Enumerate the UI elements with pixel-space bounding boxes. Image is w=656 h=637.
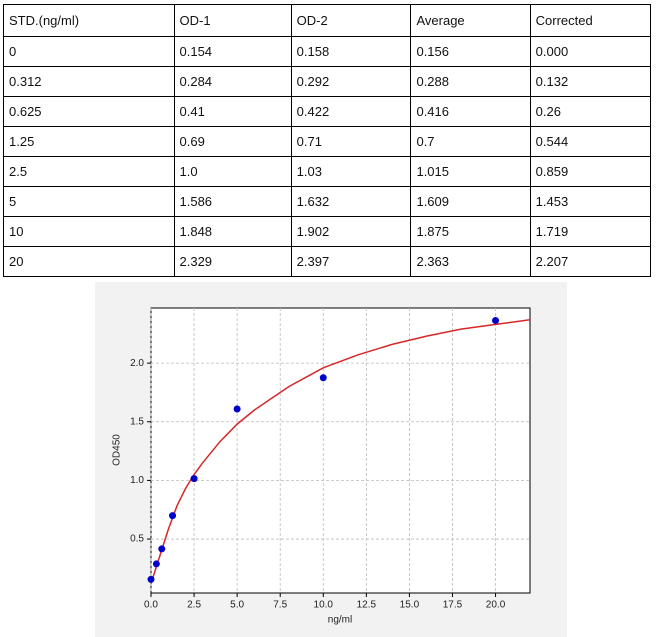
x-tick-label: 5.0 — [230, 600, 244, 611]
table-row: 0 0.154 0.158 0.156 0.000 — [3, 36, 652, 67]
table-cell: 0.158 — [290, 36, 412, 67]
table-cell: Corrected — [529, 4, 652, 37]
table-row: 0.312 0.284 0.292 0.288 0.132 — [3, 66, 652, 97]
table-cell: 5 — [3, 186, 175, 217]
data-point — [233, 405, 241, 413]
table-cell: 0.288 — [410, 66, 531, 97]
table-row: 5 1.586 1.632 1.609 1.453 — [3, 186, 652, 217]
table-row: 20 2.329 2.397 2.363 2.207 — [3, 246, 652, 277]
table-cell: Average — [410, 4, 531, 37]
table-cell: 1.453 — [529, 186, 652, 217]
data-point — [147, 575, 155, 583]
table-cell: 0.156 — [410, 36, 531, 67]
y-axis-label: OD450 — [112, 434, 123, 466]
x-tick-label: 7.5 — [273, 600, 287, 611]
table-cell: 0.312 — [3, 66, 175, 97]
chart: ng/ml OD450 0.0 2.5 5.0 7.5 10.0 12.5 15.0 17.5… — [95, 282, 567, 637]
table-cell: 1.848 — [173, 216, 292, 247]
table-cell: 0.154 — [173, 36, 292, 67]
x-tick-label: 15.0 — [400, 600, 420, 611]
table-cell: 0 — [3, 36, 175, 67]
plot-area — [150, 307, 531, 594]
table-cell: 1.875 — [410, 216, 531, 247]
table-cell: 0.000 — [529, 36, 652, 67]
table-cell: 1.609 — [410, 186, 531, 217]
table-cell: 0.284 — [173, 66, 292, 97]
table-cell: 0.625 — [3, 96, 175, 127]
table-cell: 0.859 — [529, 156, 652, 187]
table-cell: 2.5 — [3, 156, 175, 187]
table-cell: 1.015 — [410, 156, 531, 187]
data-point — [190, 475, 198, 483]
data-point — [319, 374, 327, 382]
table-cell: 0.292 — [290, 66, 412, 97]
table-row: 2.5 1.0 1.03 1.015 0.859 — [3, 156, 652, 187]
y-tick-label: 1.0 — [130, 475, 144, 486]
fit-curve — [150, 318, 531, 584]
x-axis-label: ng/ml — [328, 615, 352, 626]
table-cell: 1.586 — [173, 186, 292, 217]
table-cell: 1.25 — [3, 126, 175, 157]
table-cell: 0.544 — [529, 126, 652, 157]
table-cell: STD.(ng/ml) — [3, 4, 175, 37]
data-point — [169, 512, 177, 520]
table-cell: 2.207 — [529, 246, 652, 277]
table-cell: 1.03 — [290, 156, 412, 187]
table-cell: 0.71 — [290, 126, 412, 157]
table-cell: 0.132 — [529, 66, 652, 97]
table-cell: 10 — [3, 216, 175, 247]
table-cell: OD-2 — [290, 4, 412, 37]
table-cell: 0.26 — [529, 96, 652, 127]
x-tick-label: 0.0 — [144, 600, 158, 611]
data-point — [152, 560, 160, 568]
table-cell: 20 — [3, 246, 175, 277]
table-cell: 0.41 — [173, 96, 292, 127]
y-tick-label: 0.5 — [130, 534, 144, 545]
table-cell: 0.422 — [290, 96, 412, 127]
table-cell: 1.902 — [290, 216, 412, 247]
x-tick-label: 10.0 — [314, 600, 334, 611]
x-tick-label: 2.5 — [187, 600, 201, 611]
data-point — [492, 317, 500, 325]
table-cell: 1.719 — [529, 216, 652, 247]
table-row: 1.25 0.69 0.71 0.7 0.544 — [3, 126, 652, 157]
table-cell: 2.363 — [410, 246, 531, 277]
table-cell: 1.632 — [290, 186, 412, 217]
table-cell: 0.69 — [173, 126, 292, 157]
table-cell: 1.0 — [173, 156, 292, 187]
table-cell: 2.329 — [173, 246, 292, 277]
header-row: STD.(ng/ml) OD-1 OD-2 Average Corrected — [3, 4, 652, 37]
table-cell: 2.397 — [290, 246, 412, 277]
y-tick-label: 1.5 — [130, 416, 144, 427]
table-row: 10 1.848 1.902 1.875 1.719 — [3, 216, 652, 247]
table-cell: OD-1 — [173, 4, 292, 37]
y-tick-label: 2.0 — [130, 358, 144, 369]
data-point — [158, 545, 166, 553]
data-table: STD.(ng/ml) OD-1 OD-2 Average Corrected 0 0.15… — [3, 4, 652, 277]
table-row: 0.625 0.41 0.422 0.416 0.26 — [3, 96, 652, 127]
x-tick-label: 17.5 — [443, 600, 463, 611]
x-tick-label: 20.0 — [486, 600, 506, 611]
table-cell: 0.7 — [410, 126, 531, 157]
table-cell: 0.416 — [410, 96, 531, 127]
x-tick-label: 12.5 — [357, 600, 377, 611]
